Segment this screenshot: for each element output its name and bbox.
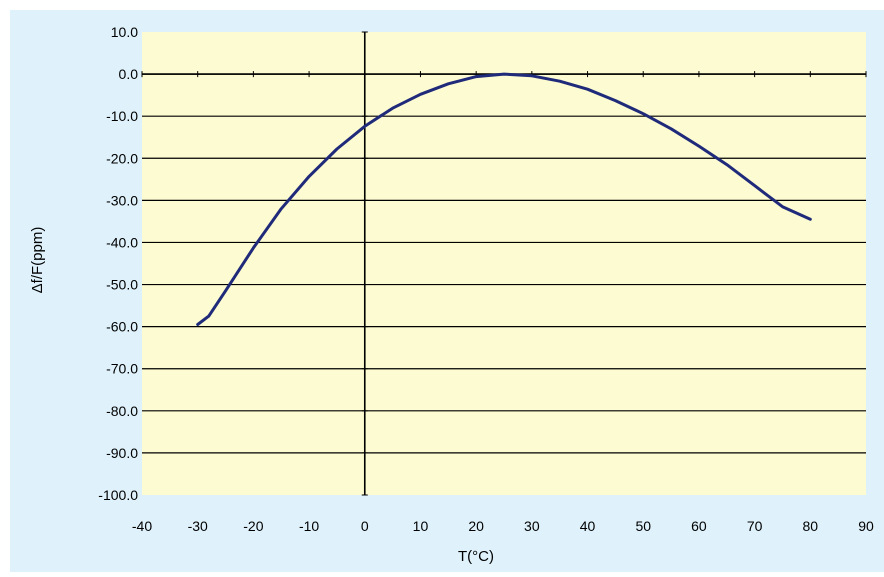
x-tick-label: 50 [635,518,651,534]
x-tick-label: -30 [188,518,208,534]
x-tick-label: -20 [243,518,263,534]
y-tick-label: -50.0 [106,277,138,293]
y-tick-label: -60.0 [106,319,138,335]
y-tick-label: -10.0 [106,108,138,124]
y-tick-label: -100.0 [98,487,138,503]
x-tick-label: -40 [132,518,152,534]
x-tick-label: 30 [524,518,540,534]
y-tick-label: -40.0 [106,234,138,250]
x-tick-label: 0 [361,518,369,534]
y-tick-label: 0.0 [119,66,139,82]
x-tick-label: 20 [468,518,484,534]
gridlines [142,73,866,454]
y-tick-label: -90.0 [106,445,138,461]
y-tick-label: -80.0 [106,403,138,419]
y-tick-label: -20.0 [106,150,138,166]
series-line [196,72,812,326]
y-tick-label: -70.0 [106,361,138,377]
x-axis-title: T(°C) [458,548,494,565]
x-tick-label: 60 [691,518,707,534]
x-tick-label: 40 [580,518,596,534]
x-tick-label: 10 [413,518,429,534]
y-tick-label: -30.0 [106,192,138,208]
y-tick-labels: 10.0 0.0 -10.0 -20.0 -30.0 -40.0 -50.0 -60.0 -70… [98,24,138,503]
x-tick-labels: -40 -30 -20 -10 0 10 20 30 40 50 60 70 80 90 [132,518,874,534]
y-tick-label: 10.0 [111,24,138,40]
x-tick-label: -10 [299,518,319,534]
x-tick-label: 90 [858,518,874,534]
x-tick-label: 80 [803,518,819,534]
x-tick-label: 70 [747,518,763,534]
y-axis-title: Δf/F(ppm) [29,227,46,294]
plot-area [142,32,866,495]
